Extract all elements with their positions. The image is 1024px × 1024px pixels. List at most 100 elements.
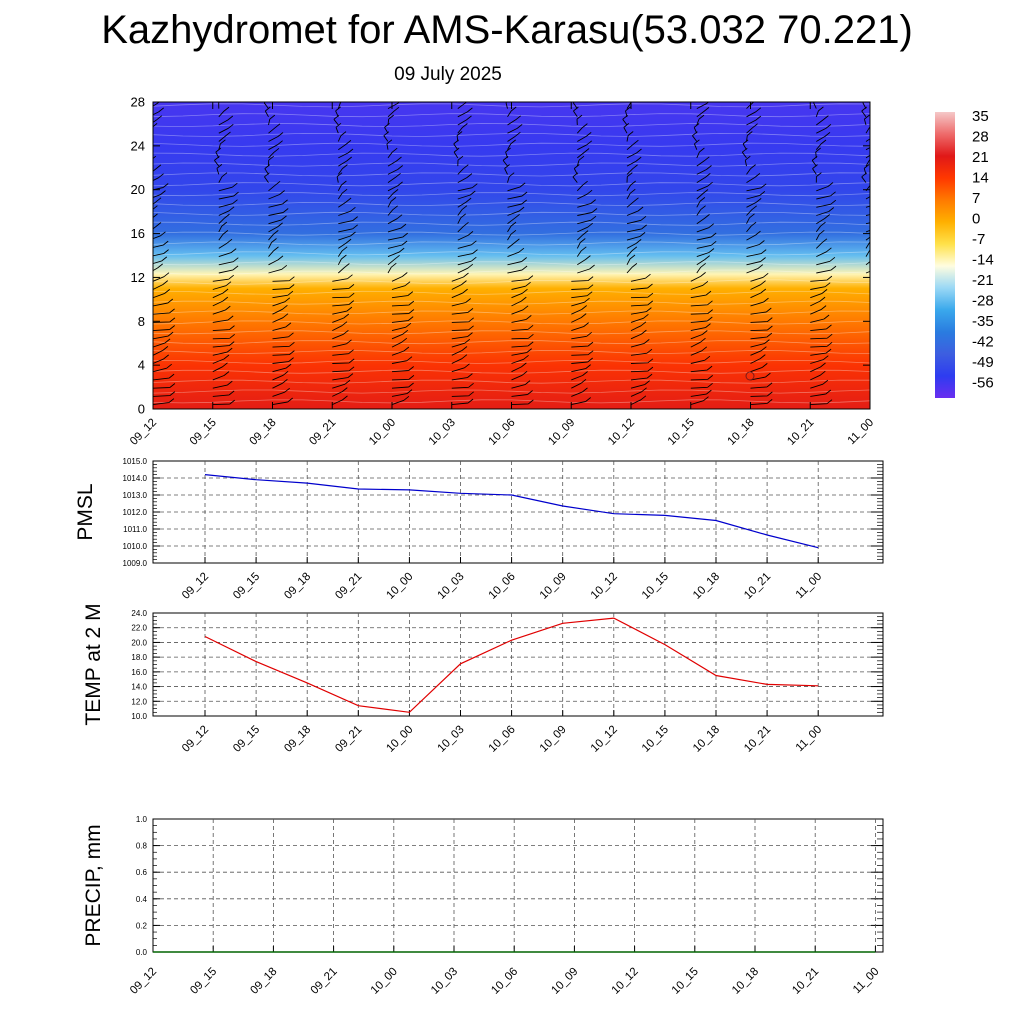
wind-barb	[865, 126, 870, 134]
wind-barb	[505, 147, 511, 159]
wind-barb	[577, 222, 593, 233]
y-tick-label: 1014.0	[123, 474, 148, 483]
wind-barb	[212, 315, 234, 323]
wind-barb	[750, 399, 773, 406]
wind-barb	[746, 213, 755, 224]
wind-barb	[507, 199, 527, 208]
wind-barb	[387, 165, 403, 175]
wind-barb	[337, 180, 347, 192]
wind-barb	[272, 276, 295, 282]
wind-barb	[337, 246, 348, 257]
wind-barb	[507, 221, 517, 233]
wind-barb	[696, 214, 710, 225]
contour-line	[153, 123, 870, 128]
wind-barb	[391, 337, 408, 348]
wind-barb	[750, 382, 773, 389]
wind-barb	[869, 363, 870, 364]
x-tick-label: 10_06	[487, 417, 518, 448]
wind-barb	[690, 330, 708, 340]
contour-line	[153, 350, 870, 355]
wind-barb	[153, 354, 169, 364]
wind-barb	[387, 189, 399, 200]
wind-barb	[153, 256, 168, 265]
wind-barb	[387, 214, 403, 225]
wind-barb	[571, 357, 593, 364]
wind-barb	[153, 373, 175, 381]
wind-barb	[816, 247, 832, 258]
wind-barb	[511, 390, 533, 397]
wind-barb	[457, 183, 478, 192]
wind-barb	[576, 180, 588, 192]
x-tick-label: 10_18	[691, 724, 722, 755]
wind-barb	[212, 281, 232, 290]
wind-barb	[865, 241, 870, 249]
x-tick-label: 10_09	[546, 417, 577, 448]
wind-barb	[690, 280, 709, 290]
wind-barb	[690, 389, 712, 397]
wind-barb	[630, 292, 654, 299]
chart-title: Kazhydromet for AMS-Karasu(53.032 70.221…	[101, 8, 913, 52]
wind-barb	[577, 208, 598, 216]
x-tick-label: 10_12	[610, 966, 641, 997]
wind-barb	[212, 296, 229, 307]
wind-barb	[457, 164, 469, 175]
y-tick-label: 18.0	[131, 653, 147, 662]
wind-barb	[387, 205, 398, 216]
wind-barb	[576, 246, 587, 257]
wind-barb	[457, 173, 473, 183]
x-tick-label: 11_00	[794, 571, 825, 602]
wind-barb	[816, 214, 830, 225]
wind-barb	[268, 147, 280, 159]
y-tick-label: 0.6	[136, 868, 148, 877]
wind-barb	[750, 346, 767, 356]
y-tick-label: 0.0	[136, 948, 148, 957]
wind-barb	[153, 325, 175, 332]
wind-barb	[810, 370, 826, 381]
wind-barb	[750, 325, 773, 332]
x-tick-label: 10_03	[436, 724, 467, 755]
temp-2m-panel: 10.0 12.0 14.0 16.0 18.0 20.0 22.0 24.0 09_12 09_…	[82, 603, 884, 755]
wind-barb	[451, 288, 468, 299]
wind-barb	[451, 272, 469, 282]
y-tick-label: 4	[138, 358, 145, 373]
wind-barb	[746, 107, 762, 118]
wind-barb	[865, 249, 870, 257]
x-tick-label: 10_21	[785, 417, 816, 448]
wind-barb	[332, 313, 350, 323]
wind-barb	[571, 364, 591, 373]
wind-barb	[332, 349, 354, 356]
y-axis-label: PRECIP, mm	[82, 824, 105, 946]
wind-barb	[272, 304, 288, 315]
wind-barb	[387, 156, 402, 167]
wind-barb	[507, 172, 515, 183]
wind-barb	[746, 257, 766, 266]
wind-barb	[746, 221, 757, 233]
wind-barb	[507, 139, 516, 150]
wind-barb	[626, 164, 638, 175]
wind-barb	[147, 132, 152, 142]
wind-barb	[507, 247, 525, 258]
wind-barb	[212, 399, 235, 406]
wind-barb	[810, 296, 826, 307]
wind-barb	[865, 196, 870, 200]
wind-barb	[507, 265, 528, 274]
wind-barb	[338, 224, 358, 233]
x-tick-label: 10_00	[367, 417, 398, 448]
contour-line	[153, 300, 870, 305]
wind-barb	[865, 138, 870, 142]
wind-barb	[218, 123, 234, 134]
y-tick-label: 8	[138, 314, 145, 329]
wind-barb	[268, 190, 285, 200]
wind-barb	[391, 322, 412, 332]
wind-barb	[337, 263, 350, 274]
wind-barb	[810, 305, 827, 315]
contour-line	[153, 340, 870, 345]
wind-barb	[577, 132, 592, 142]
wind-barb	[153, 298, 174, 307]
wind-barb	[391, 300, 415, 307]
wind-barb	[212, 274, 234, 282]
wind-barb	[869, 379, 870, 380]
wind-barb	[630, 329, 647, 340]
wind-barb	[750, 372, 771, 381]
wind-barb	[216, 164, 223, 175]
